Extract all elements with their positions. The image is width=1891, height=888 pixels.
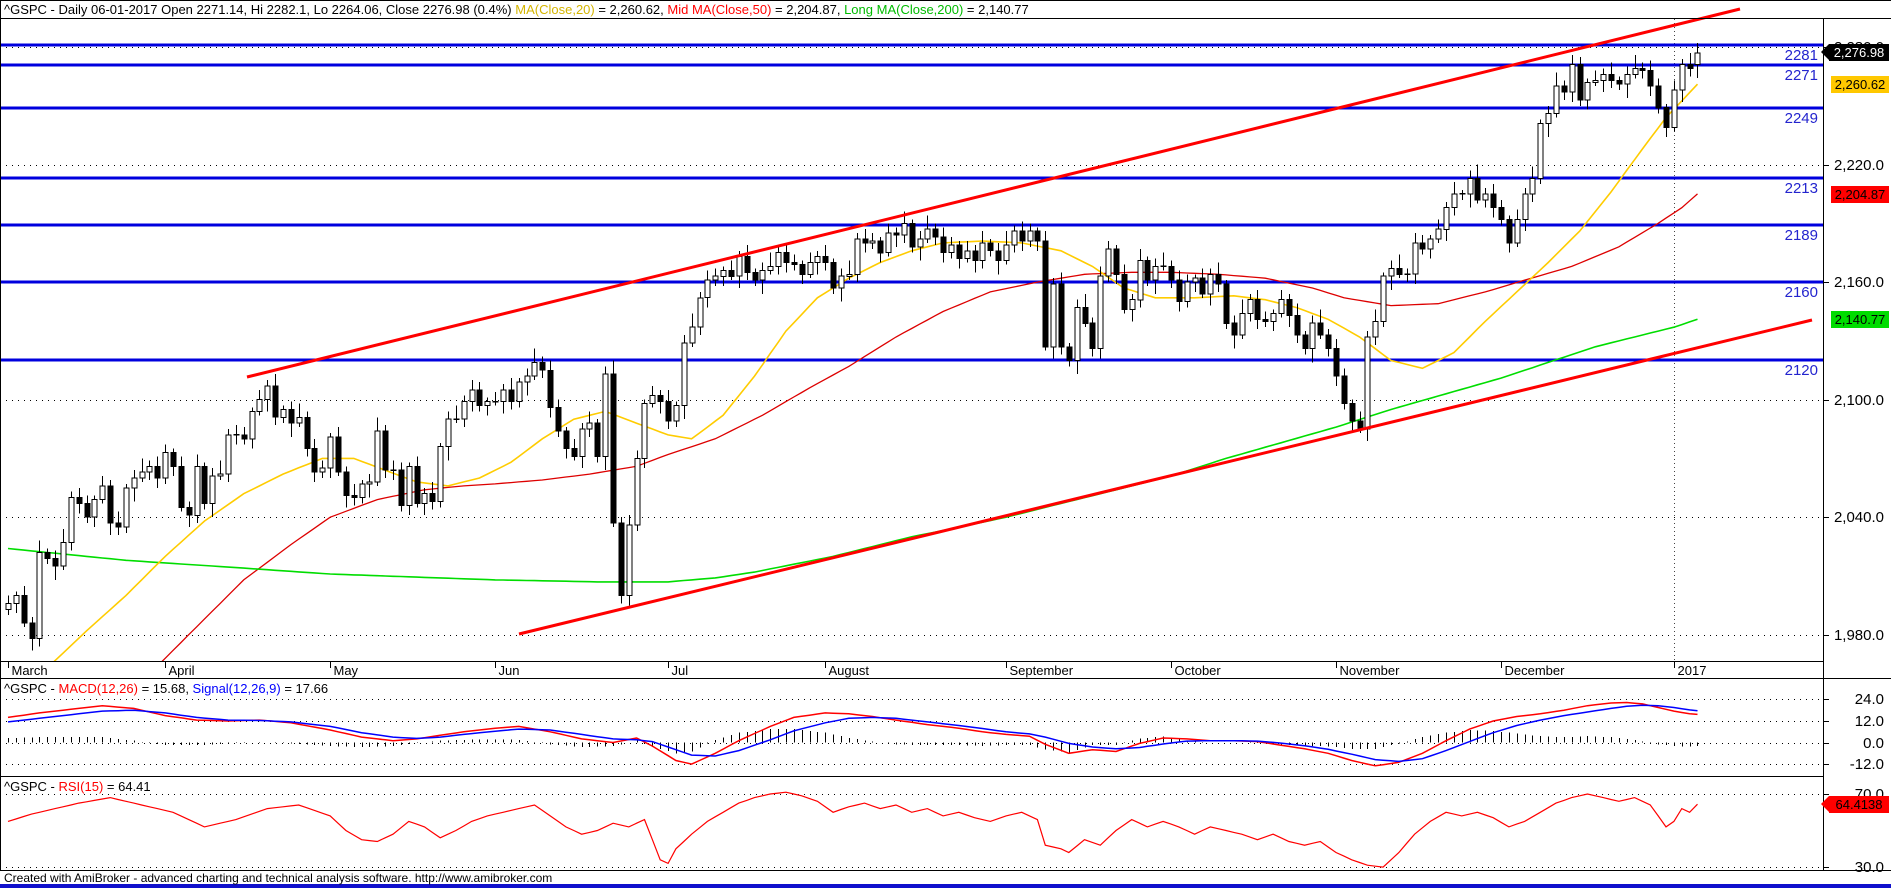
ma20-value-tag: 2,260.62 xyxy=(1831,76,1889,94)
rsi-axis-label: 30.0 xyxy=(1854,859,1884,877)
bottom-edge-strip xyxy=(0,884,1891,888)
ma20-line xyxy=(52,83,1699,662)
price-axis-label: 2,040.0 xyxy=(1833,509,1884,527)
title-segment: MACD(12,26) xyxy=(58,681,138,696)
tag-arrow-icon xyxy=(1821,44,1829,61)
price-pane-title: ^GSPC - Daily 06-01-2017 Open 2271.14, H… xyxy=(4,2,1029,17)
rsi-pane-title: ^GSPC - RSI(15) = 64.41 xyxy=(4,779,151,794)
price-line-label: 2213 xyxy=(1784,180,1818,197)
rsi-value-tag: 64.4138 xyxy=(1821,795,1889,813)
price-line-label: 2160 xyxy=(1784,284,1818,301)
price-axis-label: 1,980.0 xyxy=(1833,626,1884,644)
price-line-label: 2281 xyxy=(1784,47,1818,64)
candlesticks xyxy=(5,42,1701,651)
rsi-line xyxy=(7,791,1698,868)
month-label: March xyxy=(11,663,48,678)
signal-line xyxy=(7,704,1698,763)
title-segment: = 2,140.77 xyxy=(963,2,1029,17)
macd-lines xyxy=(7,701,1698,767)
month-label: December xyxy=(1504,663,1565,678)
date-axis[interactable] xyxy=(8,661,1675,668)
price-axis-label: 2,160.0 xyxy=(1833,274,1884,292)
ma50-line xyxy=(160,193,1698,662)
macd-line xyxy=(7,701,1698,767)
price-axis-label: 2,220.0 xyxy=(1833,156,1884,174)
price-line-label: 2249 xyxy=(1784,110,1818,127)
month-label: November xyxy=(1339,663,1400,678)
macd-gridlines xyxy=(0,699,1829,765)
title-segment: Signal(12,26,9) xyxy=(192,681,281,696)
ma50-value-tag: 2,204.87 xyxy=(1831,185,1889,203)
ma200-value-tag: 2,140.77 xyxy=(1831,311,1889,329)
month-label: 2017 xyxy=(1677,663,1707,678)
lower-channel-line[interactable] xyxy=(518,318,1813,636)
month-label: April xyxy=(168,663,195,678)
title-segment: RSI(15) xyxy=(58,779,104,794)
horizontal-price-lines[interactable] xyxy=(0,43,1823,362)
month-label: August xyxy=(828,663,869,678)
title-segment: ^GSPC - Daily 06-01-2017 Open 2271.14, H… xyxy=(4,2,516,17)
title-segment: = 2,204.87, xyxy=(771,2,845,17)
month-label: September xyxy=(1009,663,1074,678)
amibroker-credit-text: Created with AmiBroker - advanced charti… xyxy=(4,871,553,885)
title-segment: = 17.66 xyxy=(280,681,329,696)
month-label: Jun xyxy=(498,663,520,678)
price-line-label: 2120 xyxy=(1784,362,1818,379)
title-segment: MA(Close,20) xyxy=(515,2,595,17)
title-segment: Long MA(Close,200) xyxy=(844,2,964,17)
upper-channel-line[interactable] xyxy=(246,7,1741,379)
price-axis-label: 2,100.0 xyxy=(1833,391,1884,409)
macd-axis-label: 0.0 xyxy=(1863,734,1884,752)
month-label: Jul xyxy=(671,663,689,678)
macd-pane-title: ^GSPC - MACD(12,26) = 15.68, Signal(12,2… xyxy=(4,681,328,696)
close-price-tag: 2,276.98 xyxy=(1821,44,1889,62)
month-label: May xyxy=(333,663,359,678)
macd-axis-label: 12.0 xyxy=(1854,712,1884,730)
price-line-label: 2271 xyxy=(1784,67,1818,84)
title-segment: = 64.41 xyxy=(103,779,151,794)
title-segment: Mid MA(Close,50) xyxy=(667,2,772,17)
title-segment: ^GSPC - xyxy=(4,681,59,696)
title-segment: ^GSPC - xyxy=(4,779,59,794)
price-gridlines xyxy=(0,47,1829,636)
title-segment: = 2,260.62, xyxy=(594,2,668,17)
rsi-gridlines xyxy=(0,794,1829,868)
tag-arrow-icon xyxy=(1821,795,1829,812)
month-label: October xyxy=(1174,663,1221,678)
price-line-label: 2189 xyxy=(1784,227,1818,244)
moving-averages xyxy=(7,83,1699,662)
macd-axis-label: -12.0 xyxy=(1849,756,1884,774)
macd-axis-label: 24.0 xyxy=(1854,691,1884,709)
title-segment: = 15.68, xyxy=(137,681,193,696)
